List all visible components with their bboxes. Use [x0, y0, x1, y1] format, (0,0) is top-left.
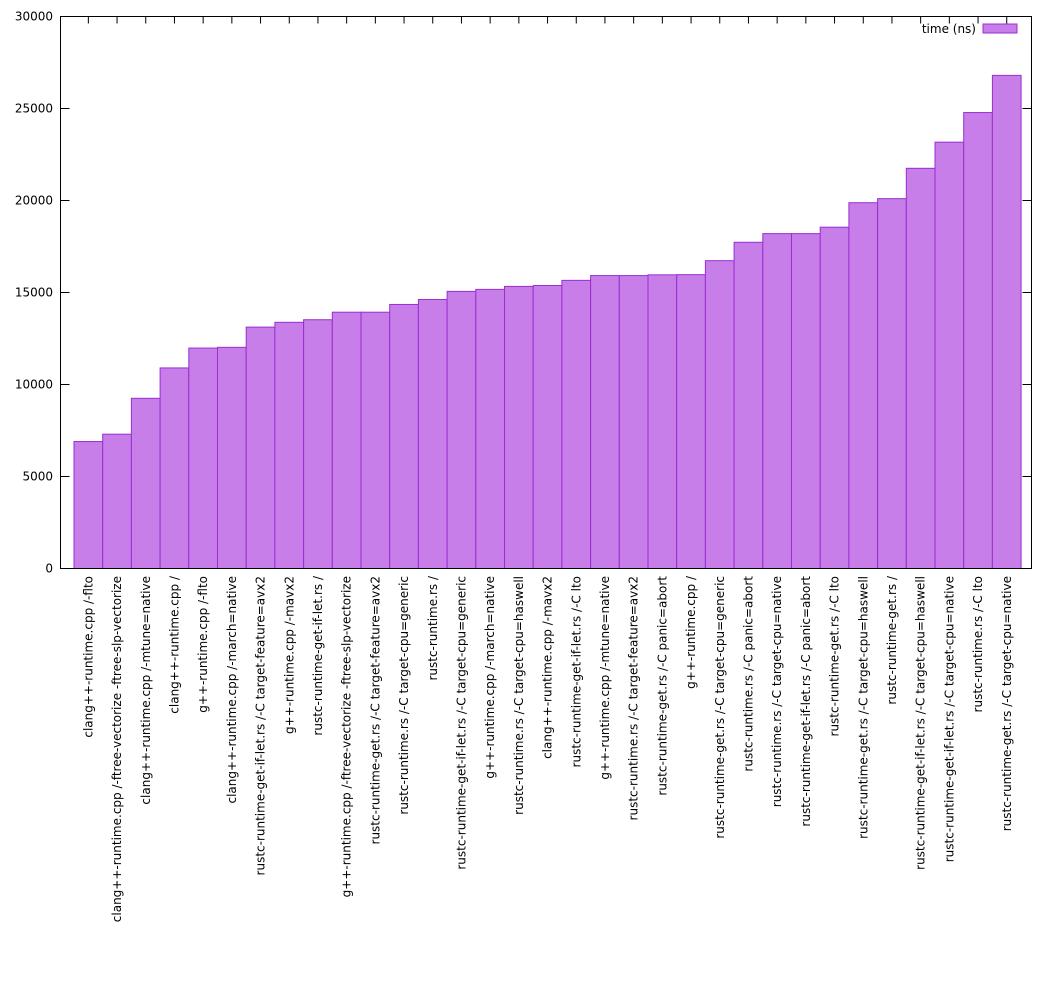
bar: [877, 198, 907, 569]
y-tick-label: 25000: [15, 102, 53, 116]
bar: [561, 279, 592, 569]
x-tick-label: rustc-runtime.rs /-C target-feature=avx2: [627, 576, 641, 820]
bar: [274, 321, 305, 570]
x-tick-label: rustc-runtime-get-if-let.rs /-C target-c…: [914, 576, 928, 870]
x-tick-label: rustc-runtime-get.rs /-C target-feature=…: [368, 576, 382, 844]
bar: [217, 346, 247, 569]
bar: [331, 311, 362, 569]
plot-frame: [60, 16, 1032, 569]
bar: [245, 326, 276, 570]
bar: [762, 233, 792, 569]
bar: [475, 288, 505, 569]
bar: [963, 112, 993, 569]
bar: [647, 274, 678, 569]
bar: [532, 285, 563, 569]
x-tick-label: rustc-runtime-get-if-let.rs /-C target-f…: [254, 576, 268, 875]
bar: [704, 260, 735, 569]
legend-label: time (ns): [922, 22, 976, 36]
x-tick-label: clang++-runtime.cpp /: [167, 575, 181, 714]
x-tick-label: rustc-runtime.rs /-C target-cpu=generic: [397, 576, 411, 815]
bar: [848, 202, 879, 569]
bar: [676, 274, 706, 569]
x-tick-labels: clang++-runtime.cpp /-flto clang++-runtim…: [81, 575, 1013, 922]
x-tick-label: g++-runtime.cpp /-ftree-vectorize -ftree…: [340, 576, 354, 897]
y-tick-label: 10000: [15, 378, 53, 392]
bar: [905, 167, 936, 570]
y-tick-label: 15000: [15, 286, 53, 300]
x-tick-label: rustc-runtime-get-if-let.rs /-C target-c…: [942, 576, 956, 862]
x-tick-label: rustc-runtime-get.rs /-C lto: [828, 576, 842, 736]
bar: [504, 285, 534, 569]
bar: [417, 298, 448, 569]
bars: [73, 16, 1022, 570]
bar: [389, 303, 419, 569]
y-tick-label: 5000: [22, 470, 53, 484]
x-tick-label: g++-runtime.cpp /: [684, 575, 698, 689]
x-tick-label: rustc-runtime-get.rs /-C panic=abort: [655, 576, 669, 796]
x-tick-label: rustc-runtime-get.rs /-C target-cpu=nati…: [1000, 576, 1014, 831]
x-tick-label: clang++-runtime.cpp /-mtune=native: [139, 576, 153, 805]
x-tick-label: g++-runtime.cpp /-march=native: [483, 576, 497, 779]
bar: [188, 347, 219, 569]
x-tick-label: clang++-runtime.cpp /-ftree-vectorize -f…: [110, 576, 124, 922]
x-tick-label: rustc-runtime.rs /-C target-cpu=haswell: [512, 576, 526, 815]
x-tick-label: rustc-runtime-get.rs /-C target-cpu=hasw…: [856, 576, 870, 839]
x-tick-label: rustc-runtime-get-if-let.rs /-C lto: [569, 576, 583, 767]
bar: [733, 241, 764, 569]
x-tick-label: rustc-runtime-get.rs /-C target-cpu=gene…: [713, 576, 727, 839]
x-tick-label: rustc-runtime.rs /-C lto: [971, 576, 985, 712]
bar: [590, 275, 620, 569]
x-tick-label: rustc-runtime.rs /-C panic=abort: [741, 576, 755, 772]
x-tick-label: g++-runtime.cpp /-flto: [196, 576, 210, 713]
x-tick-label: rustc-runtime-get-if-let.rs /-C panic=ab…: [799, 576, 813, 827]
x-tick-label: rustc-runtime-get.rs /: [885, 575, 899, 705]
x-tick-label: clang++-runtime.cpp /-flto: [81, 576, 95, 738]
bar: [360, 311, 391, 569]
y-tick-label: 0: [45, 562, 53, 576]
x-tick-label: rustc-runtime-get-if-let.rs /-C target-c…: [454, 576, 468, 870]
legend: time (ns): [922, 22, 1018, 36]
bar: [934, 141, 965, 569]
bar: [791, 233, 821, 569]
y-tick-labels: 0 5000 10000 15000 20000 25000 30000: [15, 10, 53, 576]
x-tick-label: clang++-runtime.cpp /-march=native: [225, 576, 239, 804]
bar: [618, 275, 649, 569]
bar: [159, 367, 190, 569]
bar: [130, 397, 161, 569]
y-tick-label: 30000: [15, 10, 53, 24]
bar: [102, 433, 132, 569]
bar: [819, 226, 850, 569]
bar: [73, 441, 104, 570]
bar: [446, 290, 477, 569]
bar: [303, 319, 333, 569]
x-tick-label: rustc-runtime.rs /-C target-cpu=native: [770, 576, 784, 807]
x-tick-label: g++-runtime.cpp /-mavx2: [282, 576, 296, 734]
x-tick-label: clang++-runtime.cpp /-mavx2: [541, 576, 555, 759]
x-tick-label: rustc-runtime.rs /: [426, 575, 440, 680]
y-tick-label: 20000: [15, 194, 53, 208]
x-tick-label: g++-runtime.cpp /-mtune=native: [598, 576, 612, 780]
x-tick-label: rustc-runtime-get-if-let.rs /: [311, 575, 325, 736]
bar: [991, 74, 1022, 569]
legend-swatch: [982, 23, 1018, 34]
